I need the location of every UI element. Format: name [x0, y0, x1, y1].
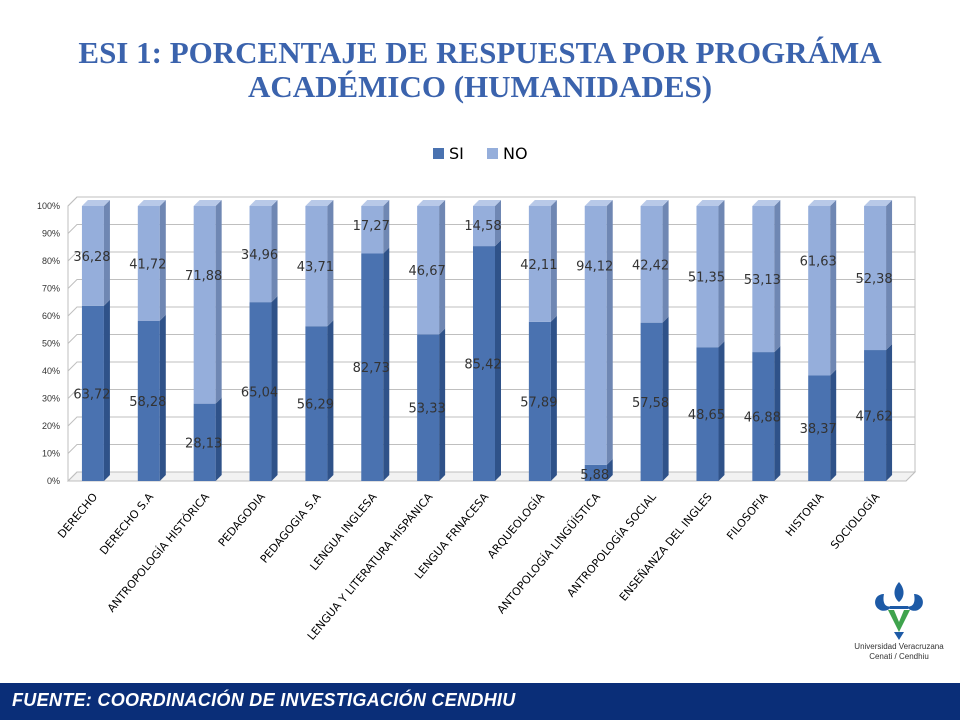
data-label-no: 14,58 — [464, 219, 501, 234]
x-category-label: PEDAGODIA — [216, 490, 268, 549]
data-label-no: 51,35 — [688, 271, 725, 286]
data-label-no: 17,27 — [353, 219, 390, 234]
legend-swatch-si — [433, 148, 444, 159]
x-category-label: LENGUA Y LITERATURA HISPÁNICA — [305, 490, 436, 642]
data-label-no: 36,28 — [73, 250, 110, 265]
data-label-si: 82,73 — [353, 361, 390, 376]
y-tick-label: 20% — [42, 421, 60, 431]
data-label-no: 61,63 — [800, 255, 837, 270]
footer-source: FUENTE: COORDINACIÓN DE INVESTIGACIÓN CE… — [12, 690, 516, 711]
x-category-label: DERECHO — [55, 490, 100, 540]
veracruzana-emblem-icon — [844, 580, 954, 642]
data-label-no: 52,38 — [855, 272, 892, 287]
legend-swatch-no — [487, 148, 498, 159]
bar-no-side — [830, 200, 836, 375]
data-label-no: 43,71 — [297, 260, 334, 275]
x-category-label: DERECHO S.A — [97, 490, 156, 557]
data-label-si: 48,65 — [688, 408, 725, 423]
data-label-si: 63,72 — [73, 387, 110, 402]
data-label-si: 58,28 — [129, 395, 166, 410]
data-label-no: 94,12 — [576, 259, 613, 274]
x-category-label: ENSEÑANZA DEL INGLES — [617, 491, 715, 604]
data-label-si: 65,04 — [241, 386, 278, 401]
data-label-si: 47,62 — [855, 410, 892, 425]
data-label-si: 57,89 — [520, 395, 557, 410]
y-tick-label: 100% — [37, 201, 60, 211]
bar-no-side — [216, 200, 222, 404]
y-tick-label: 50% — [42, 339, 60, 349]
bar-no-side — [607, 200, 613, 465]
y-tick-label: 30% — [42, 394, 60, 404]
bar-no — [585, 206, 607, 465]
data-label-si: 57,58 — [632, 396, 669, 411]
legend-label-no: NO — [503, 144, 528, 163]
data-label-si: 46,88 — [744, 411, 781, 426]
data-label-no: 34,96 — [241, 248, 278, 263]
university-logo: Universidad Veracruzana Cenati / Cendhiu — [844, 580, 954, 664]
x-category-label: SOCIOLOGÍA — [828, 490, 883, 552]
data-label-si: 53,33 — [409, 402, 446, 417]
y-tick-label: 90% — [42, 229, 60, 239]
data-label-no: 42,11 — [520, 258, 557, 273]
data-label-no: 41,72 — [129, 257, 166, 272]
logo-name: Universidad Veracruzana — [844, 642, 954, 651]
y-tick-label: 70% — [42, 284, 60, 294]
data-label-no: 42,42 — [632, 258, 669, 273]
x-category-label: FILOSOFIA — [724, 490, 771, 542]
y-tick-label: 40% — [42, 366, 60, 376]
data-label-no: 53,13 — [744, 273, 781, 288]
data-label-si: 56,29 — [297, 398, 334, 413]
x-category-label: PEDAGOGIA S.A — [258, 490, 324, 565]
data-label-no: 71,88 — [185, 269, 222, 284]
bar-no — [808, 206, 830, 375]
data-label-si: 38,37 — [800, 422, 837, 437]
data-label-si: 85,42 — [464, 358, 501, 373]
data-label-si: 28,13 — [185, 436, 222, 451]
footer-bar: FUENTE: COORDINACIÓN DE INVESTIGACIÓN CE… — [0, 683, 960, 720]
y-tick-label: 80% — [42, 256, 60, 266]
legend-label-si: SI — [449, 144, 464, 163]
x-category-label: ANTOPOLOGÍA LINGÜÍSTICA — [495, 490, 604, 616]
x-category-label: ANTROPOLOGÍA HISTÓRICA — [105, 490, 212, 615]
y-tick-label: 60% — [42, 311, 60, 321]
x-category-label: HISTORIA — [783, 490, 827, 539]
data-label-no: 46,67 — [409, 264, 446, 279]
y-tick-label: 10% — [42, 449, 60, 459]
data-label-si: 5,88 — [580, 468, 609, 483]
x-category-label: ARQUEOLOGÍA — [485, 490, 547, 561]
bar-no — [194, 206, 216, 404]
logo-subtitle: Cenati / Cendhiu — [844, 652, 954, 661]
y-tick-label: 0% — [47, 476, 60, 486]
stacked-bar-chart: 0% 10% 20% 30% 40% 50% 60% 70% 80% 90% 100% 63,72 36… — [0, 0, 960, 680]
